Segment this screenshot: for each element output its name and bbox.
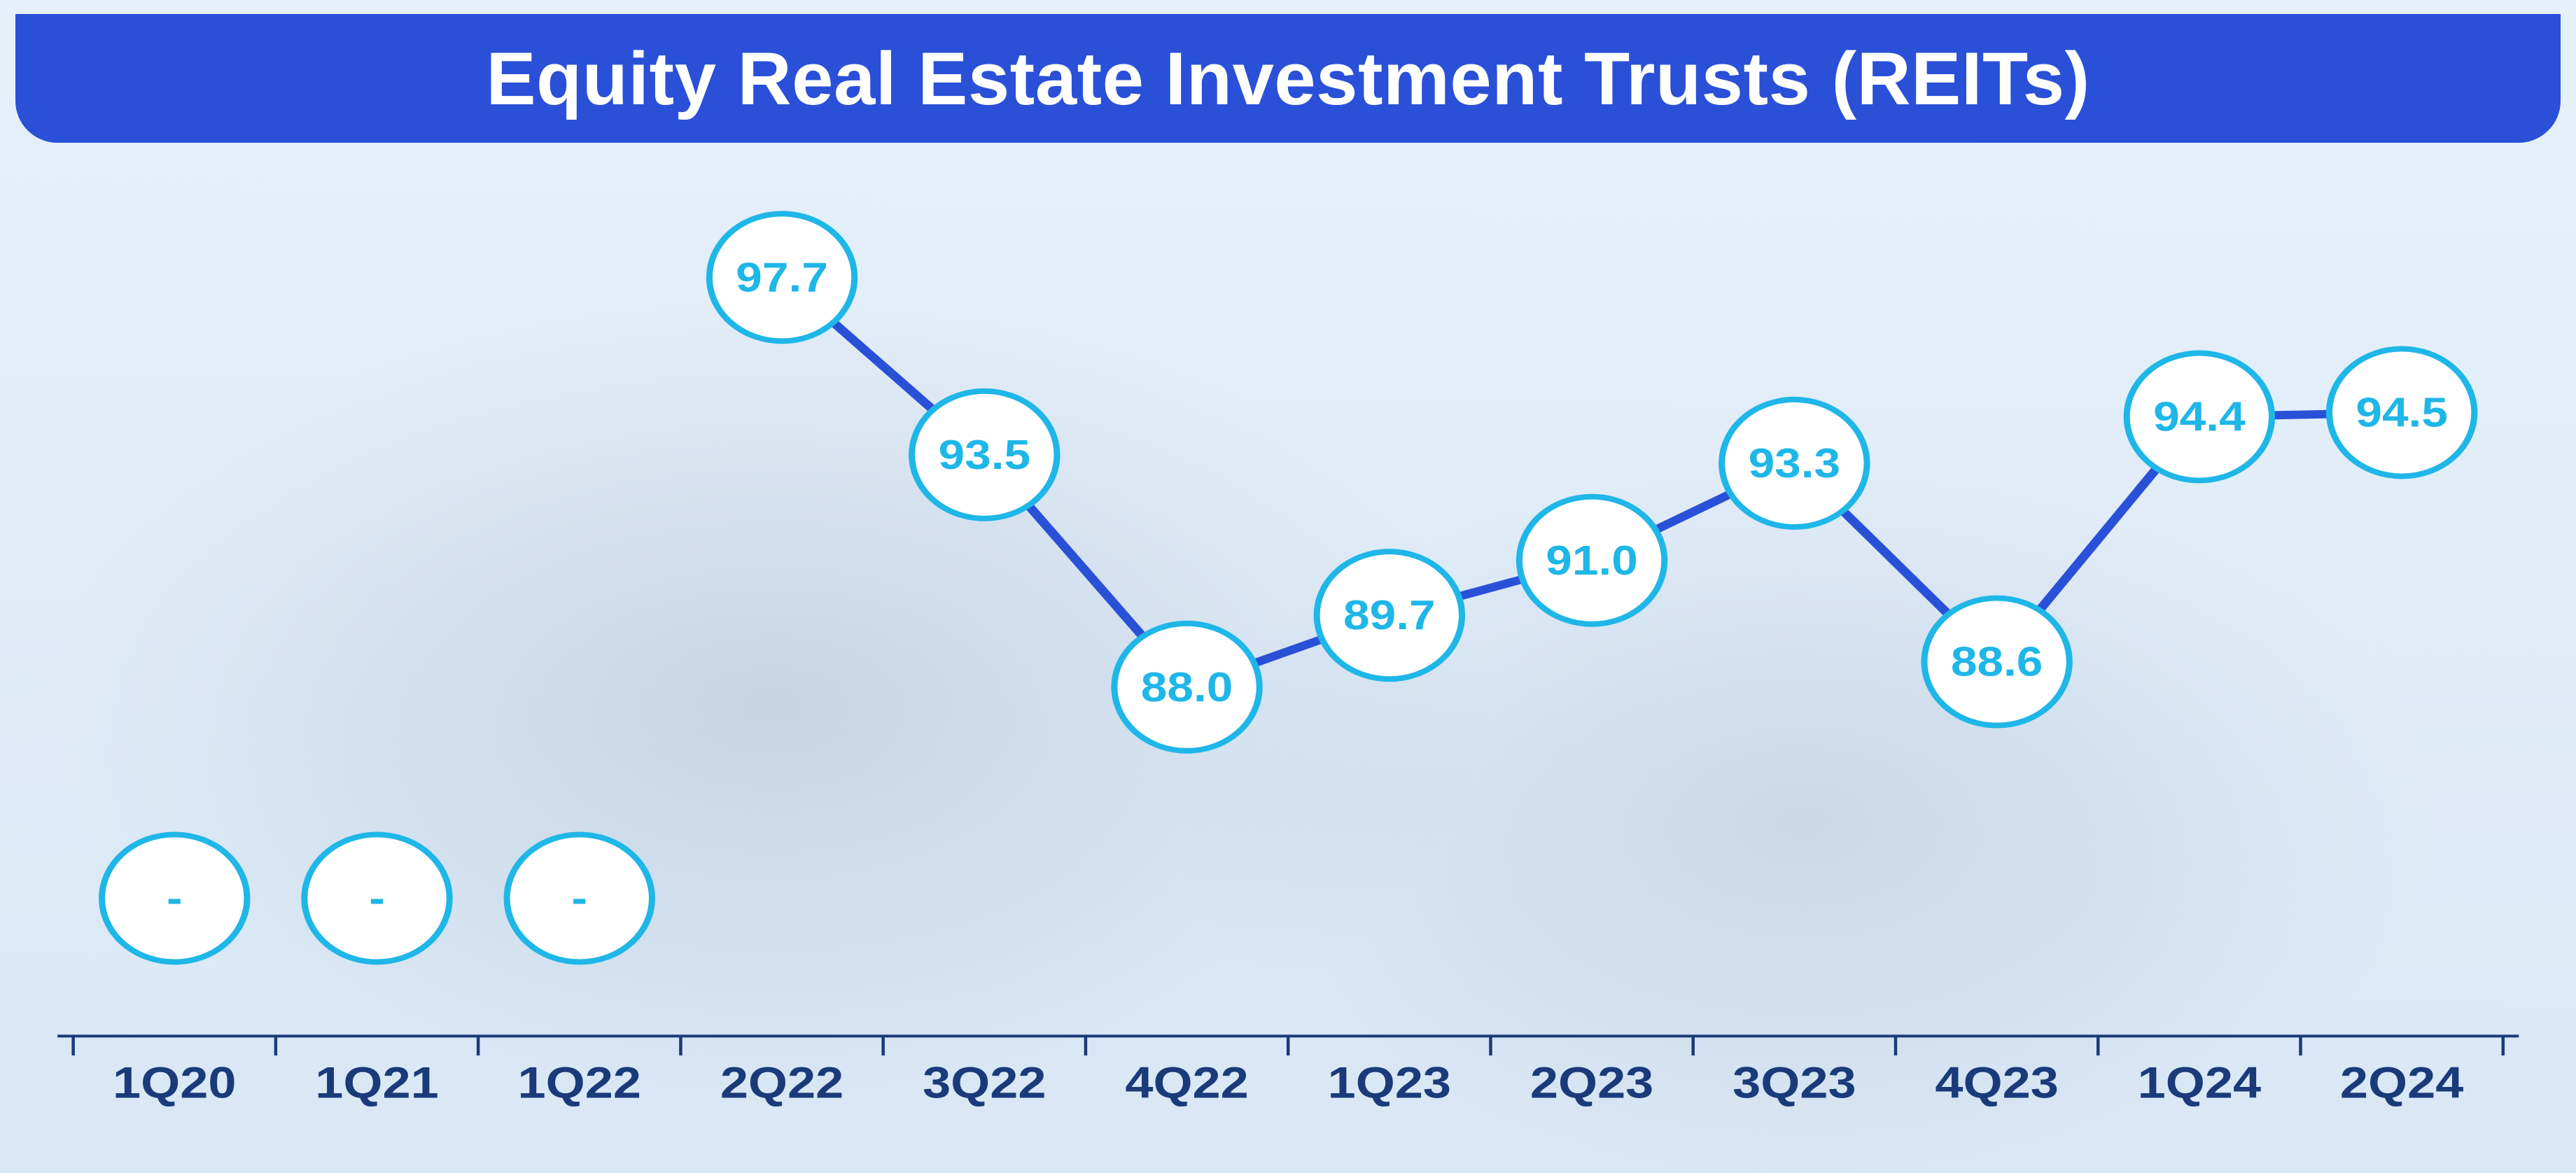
x-axis-label: 2Q23: [1530, 1059, 1653, 1108]
x-axis-label: 3Q22: [923, 1059, 1046, 1108]
chart-title: Equity Real Estate Investment Trusts (RE…: [486, 36, 2090, 122]
data-point-label: 94.4: [2153, 393, 2246, 440]
data-point-label: -: [167, 875, 183, 921]
data-point-label: 93.3: [1748, 440, 1840, 486]
chart-frame: Equity Real Estate Investment Trusts (RE…: [0, 0, 2576, 1173]
data-point-label: 88.6: [1951, 638, 2043, 684]
x-axis-label: 4Q23: [1935, 1059, 2058, 1108]
data-point-label: -: [369, 875, 385, 921]
data-point-label: 88.0: [1141, 664, 1233, 710]
chart-area: - - - 97.7 93.5 88.0 89.7 91.0 93.3 88.6 94.4 94.5 1…: [26, 153, 2550, 1150]
line-chart-svg: - - - 97.7 93.5 88.0 89.7 91.0 93.3 88.6 94.4 94.5 1…: [26, 153, 2550, 1150]
data-point-label: 93.5: [938, 432, 1030, 478]
data-point-label: 94.5: [2356, 389, 2448, 435]
data-point-label: 97.7: [736, 254, 828, 300]
x-axis-label: 2Q24: [2340, 1059, 2464, 1108]
x-axis-label: 1Q20: [113, 1059, 236, 1108]
x-axis-label: 4Q22: [1125, 1059, 1248, 1108]
x-axis-label: 1Q23: [1327, 1059, 1450, 1108]
x-axis-label: 3Q23: [1732, 1059, 1856, 1108]
x-axis-label: 1Q22: [517, 1059, 640, 1108]
x-axis-label: 2Q22: [720, 1059, 844, 1108]
data-point-label: -: [571, 875, 587, 921]
title-bar: Equity Real Estate Investment Trusts (RE…: [15, 14, 2561, 143]
x-axis-label: 1Q24: [2137, 1059, 2261, 1108]
x-axis-label: 1Q21: [315, 1059, 438, 1108]
data-point-label: 89.7: [1343, 592, 1436, 638]
data-point-label: 91.0: [1546, 537, 1638, 583]
